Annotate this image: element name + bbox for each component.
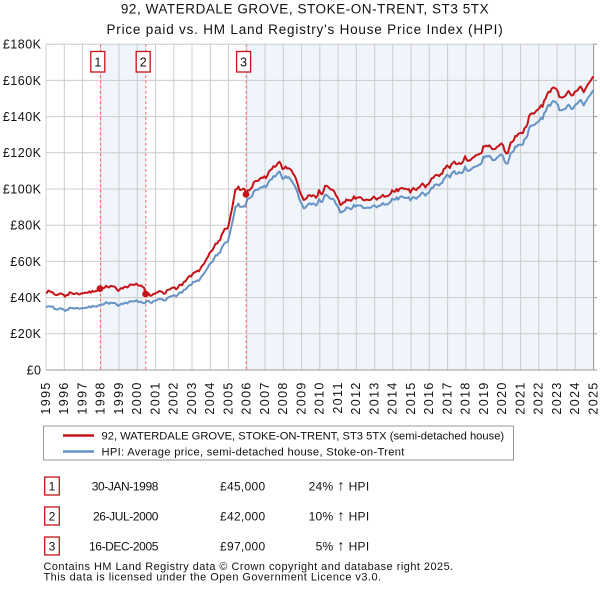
svg-text:1995: 1995	[39, 381, 53, 414]
svg-text:£42,000: £42,000	[220, 509, 266, 523]
svg-text:1998: 1998	[94, 381, 108, 414]
svg-text:£100K: £100K	[3, 182, 42, 196]
svg-text:2018: 2018	[459, 381, 473, 414]
svg-text:2022: 2022	[532, 381, 546, 414]
svg-text:£0: £0	[27, 363, 42, 377]
svg-text:30-JAN-1998: 30-JAN-1998	[92, 479, 159, 493]
svg-text:2010: 2010	[313, 381, 327, 414]
svg-text:26-JUL-2000: 26-JUL-2000	[93, 509, 159, 523]
svg-text:2020: 2020	[495, 381, 509, 414]
svg-text:2002: 2002	[167, 381, 181, 414]
svg-text:2025: 2025	[586, 381, 600, 414]
svg-text:£40K: £40K	[10, 291, 41, 305]
svg-text:2001: 2001	[148, 381, 162, 414]
svg-text:92, WATERDALE GROVE, STOKE-ON-: 92, WATERDALE GROVE, STOKE-ON-TRENT, ST3…	[102, 431, 505, 443]
svg-text:Price paid vs. HM Land Registr: Price paid vs. HM Land Registry's House …	[106, 22, 503, 37]
svg-text:2011: 2011	[331, 381, 345, 413]
svg-text:2015: 2015	[404, 381, 418, 414]
svg-text:Contains HM Land Registry data: Contains HM Land Registry data © Crown c…	[44, 561, 454, 573]
svg-text:2013: 2013	[367, 381, 381, 414]
svg-text:£120K: £120K	[3, 146, 42, 160]
svg-text:2006: 2006	[240, 381, 254, 414]
svg-text:2003: 2003	[185, 381, 199, 414]
svg-text:£45,000: £45,000	[220, 479, 266, 493]
svg-text:1996: 1996	[57, 381, 71, 414]
svg-text:2005: 2005	[221, 381, 235, 414]
svg-text:1997: 1997	[75, 381, 89, 414]
svg-text:£140K: £140K	[3, 110, 42, 124]
svg-text:£180K: £180K	[3, 38, 42, 52]
svg-text:£80K: £80K	[10, 219, 41, 233]
svg-text:2009: 2009	[294, 381, 308, 414]
svg-text:2014: 2014	[386, 381, 400, 414]
svg-text:3: 3	[240, 56, 247, 70]
svg-text:92, WATERDALE GROVE, STOKE-ON-: 92, WATERDALE GROVE, STOKE-ON-TRENT, ST3…	[121, 2, 489, 17]
svg-text:2017: 2017	[440, 381, 454, 414]
svg-text:3: 3	[49, 539, 56, 553]
svg-text:2016: 2016	[422, 381, 436, 414]
svg-text:HPI: Average price, semi-detac: HPI: Average price, semi-detached house,…	[102, 447, 406, 459]
svg-text:10% ↑ HPI: 10% ↑ HPI	[309, 507, 370, 524]
svg-text:2012: 2012	[349, 381, 363, 414]
svg-text:2004: 2004	[203, 381, 217, 414]
svg-text:£60K: £60K	[10, 255, 41, 269]
svg-text:16-DEC-2005: 16-DEC-2005	[89, 539, 159, 553]
svg-text:1999: 1999	[112, 381, 126, 414]
svg-text:2008: 2008	[276, 381, 290, 414]
svg-text:2021: 2021	[513, 381, 527, 414]
svg-text:This data is licensed under th: This data is licensed under the Open Gov…	[44, 571, 382, 583]
svg-text:2: 2	[140, 56, 147, 70]
svg-text:£97,000: £97,000	[220, 539, 266, 553]
svg-text:2023: 2023	[550, 381, 564, 414]
svg-text:2007: 2007	[258, 381, 272, 414]
svg-text:24% ↑ HPI: 24% ↑ HPI	[309, 477, 370, 494]
svg-text:2019: 2019	[477, 381, 491, 414]
svg-text:5% ↑ HPI: 5% ↑ HPI	[316, 537, 370, 554]
svg-text:1: 1	[94, 56, 101, 70]
svg-text:£160K: £160K	[3, 74, 42, 88]
svg-text:2: 2	[49, 509, 56, 523]
svg-text:2000: 2000	[130, 381, 144, 414]
svg-text:1: 1	[49, 479, 56, 493]
svg-text:2024: 2024	[568, 381, 582, 414]
svg-text:£20K: £20K	[10, 327, 41, 341]
